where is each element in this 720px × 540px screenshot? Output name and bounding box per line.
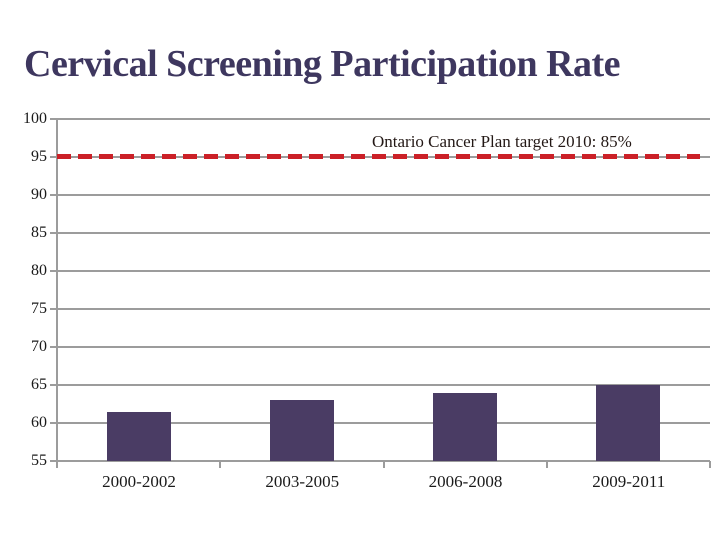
y-axis-tick — [50, 346, 57, 348]
gridline — [57, 384, 710, 386]
y-axis-tick-label: 80 — [31, 262, 47, 279]
x-axis-tick — [219, 461, 222, 468]
y-axis-tick-label: 85 — [31, 224, 47, 241]
y-axis-tick — [50, 118, 57, 120]
chart-title: Cervical Screening Participation Rate — [24, 43, 621, 85]
y-axis-tick-label: 95 — [31, 148, 47, 165]
y-axis-tick-label: 65 — [31, 376, 47, 393]
target-annotation: Ontario Cancer Plan target 2010: 85% — [372, 132, 632, 151]
x-axis-category-label: 2003-2005 — [265, 472, 340, 491]
bar — [596, 385, 661, 461]
gridline — [57, 232, 710, 234]
bar — [269, 400, 334, 461]
gridline — [57, 270, 710, 272]
y-axis-line — [56, 118, 58, 462]
y-axis-tick — [50, 270, 57, 272]
x-axis-tick — [545, 461, 548, 468]
y-axis-tick-label: 60 — [31, 414, 47, 431]
y-axis-tick — [50, 194, 57, 196]
gridline — [57, 422, 710, 424]
y-axis-tick-label: 90 — [31, 186, 47, 203]
y-axis-tick — [50, 232, 57, 234]
target-dashed-line — [57, 154, 700, 159]
y-axis-tick — [50, 422, 57, 424]
gridline — [57, 346, 710, 348]
y-axis-tick-label: 70 — [31, 338, 47, 355]
y-axis-tick — [50, 384, 57, 386]
y-axis-tick-label: 100 — [23, 110, 47, 127]
y-axis-tick-label: 75 — [31, 300, 47, 317]
bar — [433, 392, 498, 461]
x-axis-tick — [56, 461, 58, 468]
x-axis-category-label: 2000-2002 — [102, 472, 176, 491]
x-axis-category-label: 2009-2011 — [592, 472, 666, 491]
bar — [106, 411, 171, 461]
gridline — [57, 308, 710, 310]
gridline — [57, 118, 710, 120]
x-axis-category-label: 2006-2008 — [428, 472, 503, 491]
gridline — [57, 194, 710, 196]
y-axis-tick — [50, 156, 57, 158]
y-axis-tick — [50, 460, 57, 462]
y-axis-tick-label: 55 — [31, 452, 47, 469]
x-axis-tick — [709, 461, 711, 468]
y-axis-tick — [50, 308, 57, 310]
x-axis-tick — [382, 461, 385, 468]
